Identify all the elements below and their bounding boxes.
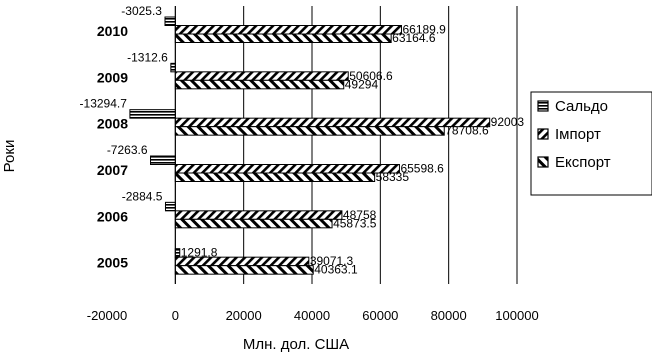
bar	[174, 164, 400, 174]
axes-group: -20000 0 20000 40000 60000 80000 100000 2005 200…	[87, 6, 539, 323]
data-label: -13294.7	[80, 97, 128, 111]
data-label: 50606.6	[349, 69, 393, 83]
data-label: -3025.3	[121, 4, 162, 18]
legend: Сальдо Імпорт Експорт	[530, 91, 652, 196]
data-label: -1312.6	[127, 50, 168, 64]
data-label: 65598.6	[400, 162, 444, 176]
y-tick-label: 2006	[97, 208, 128, 224]
bar	[174, 25, 402, 35]
bar	[174, 117, 491, 128]
data-label: 63164.6	[392, 31, 436, 45]
legend-label: Імпорт	[555, 126, 601, 143]
y-tick-label: 2008	[97, 116, 128, 132]
data-label: 48758	[343, 208, 377, 222]
bar	[164, 16, 176, 26]
bar	[174, 218, 333, 229]
legend-swatch	[537, 128, 549, 140]
bar	[174, 172, 376, 182]
y-tick-label: 2010	[97, 23, 128, 39]
bar	[174, 79, 345, 90]
bar	[174, 33, 392, 43]
data-label: 49294	[345, 77, 379, 91]
data-label: 40363.1	[314, 263, 358, 277]
x-tick-label: 100000	[495, 308, 538, 323]
x-tick-label: -20000	[87, 308, 127, 323]
y-tick-label: 2007	[97, 162, 128, 178]
bar	[170, 62, 176, 73]
data-label: 92003	[491, 115, 525, 129]
bar	[129, 109, 176, 119]
y-tick-label: 2005	[97, 255, 128, 271]
data-label: 45873.5	[333, 216, 377, 230]
bars-group	[129, 16, 491, 275]
x-tick-label: 60000	[362, 308, 398, 323]
data-label: 58335	[376, 170, 410, 184]
x-axis-title: Млн. дол. США	[243, 336, 349, 353]
x-tick-label: 80000	[431, 308, 467, 323]
x-tick-label: 20000	[226, 308, 262, 323]
data-label: 78708.6	[445, 124, 489, 138]
legend-swatch	[537, 156, 549, 168]
y-axis-title: Роки	[1, 140, 18, 173]
legend-swatch	[537, 100, 549, 112]
legend-frame	[530, 91, 652, 196]
bar	[174, 126, 445, 136]
data-label: -2884.5	[122, 189, 163, 203]
data-label: 1291.8	[181, 246, 218, 260]
bar	[174, 210, 343, 220]
bar	[174, 248, 181, 258]
bar	[164, 201, 176, 212]
data-label: -7263.6	[107, 143, 148, 157]
x-tick-label: 0	[172, 308, 179, 323]
bar	[174, 71, 349, 81]
legend-label: Експорт	[555, 154, 611, 171]
legend-label: Сальдо	[555, 98, 608, 115]
bar	[174, 265, 314, 275]
data-label: 39071.3	[310, 254, 354, 268]
bar	[150, 155, 176, 165]
y-tick-label: 2009	[97, 69, 128, 85]
data-label: 66189.9	[402, 23, 446, 37]
gridlines	[174, 6, 518, 284]
x-tick-label: 40000	[294, 308, 330, 323]
